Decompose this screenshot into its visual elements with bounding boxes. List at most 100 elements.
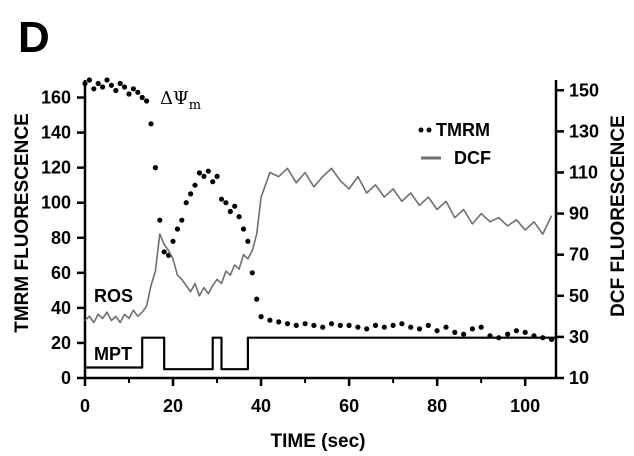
tmrm-point [302,321,308,327]
tmrm-point [144,98,150,104]
axes: 0 20 40 60 80 100 0 20 40 60 80 100 120 140 160 10 30 50 7… [41,80,599,416]
tmrm-point [218,196,225,202]
tmrm-point [355,324,361,330]
tmrm-point [452,329,458,335]
tmrm-point [337,322,343,328]
tmrm-point [183,200,189,206]
tmrm-point [443,324,449,330]
tmrm-point [293,322,299,328]
tmrm-point [236,214,242,220]
y-left-tick-label: 140 [41,123,71,143]
tmrm-point [416,326,423,332]
legend-dot [426,127,432,133]
tmrm-point [201,173,207,179]
y-right-tick-label: 50 [569,286,589,306]
tmrm-point [188,191,194,197]
tmrm-point [104,77,110,83]
delta-psi-label: ΔΨm [160,88,201,113]
tmrm-point [522,329,528,335]
tmrm-point [179,217,185,223]
x-axis-title: TIME (sec) [270,431,365,452]
ros-label: ROS [94,286,133,306]
x-tick-label: 40 [251,396,271,416]
tmrm-point [108,82,114,88]
tmrm-point [249,270,255,276]
legend-tmrm-label: TMRM [436,120,490,140]
tmrm-point [364,326,370,332]
y-left-tick-label: 60 [51,263,71,283]
x-tick-label: 80 [427,396,447,416]
tmrm-point [258,314,264,320]
tmrm-point [469,326,475,332]
y-right-tick-label: 130 [569,121,599,141]
delta-psi-subscript: m [189,98,201,113]
tmrm-point [161,249,167,255]
tmrm-point [214,173,220,179]
tmrm-point [148,121,154,127]
legend: TMRM DCF [418,120,491,168]
tmrm-point [82,80,88,87]
tmrm-point [254,296,260,302]
tmrm-point [346,322,352,328]
tmrm-point [157,217,163,223]
tmrm-point [91,86,97,92]
y-left-tick-label: 100 [41,193,71,213]
tmrm-point [461,331,467,337]
x-tick-label: 60 [339,396,359,416]
tmrm-point [192,182,198,188]
y-right-tick-label: 30 [569,327,589,347]
tmrm-point [267,317,273,323]
x-tick-label: 100 [510,396,540,416]
tmrm-point [434,328,440,334]
y-left-tick-label: 20 [51,333,71,353]
tmrm-point [223,200,229,206]
tmrm-point [399,321,405,327]
y-right-tick-label: 70 [569,245,589,265]
y-left-tick-label: 40 [51,298,71,318]
tmrm-point [113,87,119,94]
y-left-tick-label: 120 [41,158,71,178]
y-left-tick-label: 0 [61,368,71,388]
mpt-step-line [85,336,556,371]
tmrm-point [505,331,511,337]
tmrm-point [276,319,282,325]
tmrm-point [328,321,335,327]
delta-psi-symbol: ΔΨ [160,88,189,109]
tmrm-point [513,328,520,334]
y-right-tick-label: 90 [569,204,589,224]
tmrm-point [381,324,387,330]
legend-dot [418,127,424,133]
tmrm-point [245,238,251,244]
tmrm-point [240,226,247,232]
tmrm-point [139,94,145,101]
tmrm-point [205,168,211,174]
y-right-tick-label: 110 [569,162,598,182]
tmrm-point [390,322,396,328]
tmrm-point [425,322,431,328]
y-right-tick-label: 10 [569,368,589,388]
tmrm-point [478,324,484,330]
plot-area [82,77,556,371]
panel-label: D [18,13,50,62]
y-left-tick-label: 160 [41,88,71,108]
y-axis-right-title: DCF FLUORESCENCE [608,115,629,317]
tmrm-point [135,89,141,95]
x-tick-label: 0 [80,396,90,416]
tmrm-point [372,322,379,328]
tmrm-point [408,324,414,330]
tmrm-point [196,170,202,176]
tmrm-point [117,80,123,87]
tmrm-point [174,226,180,232]
tmrm-point [311,322,317,328]
tmrm-point [170,238,176,244]
dcf-series-line [84,167,553,324]
tmrm-point [126,91,132,97]
y-right-tick-label: 150 [569,80,599,100]
tmrm-point [210,179,216,185]
y-left-tick-label: 80 [51,228,71,248]
tmrm-point [232,203,238,209]
legend-dcf-label: DCF [454,148,491,168]
tmrm-point [86,77,92,83]
tmrm-point [95,80,101,87]
